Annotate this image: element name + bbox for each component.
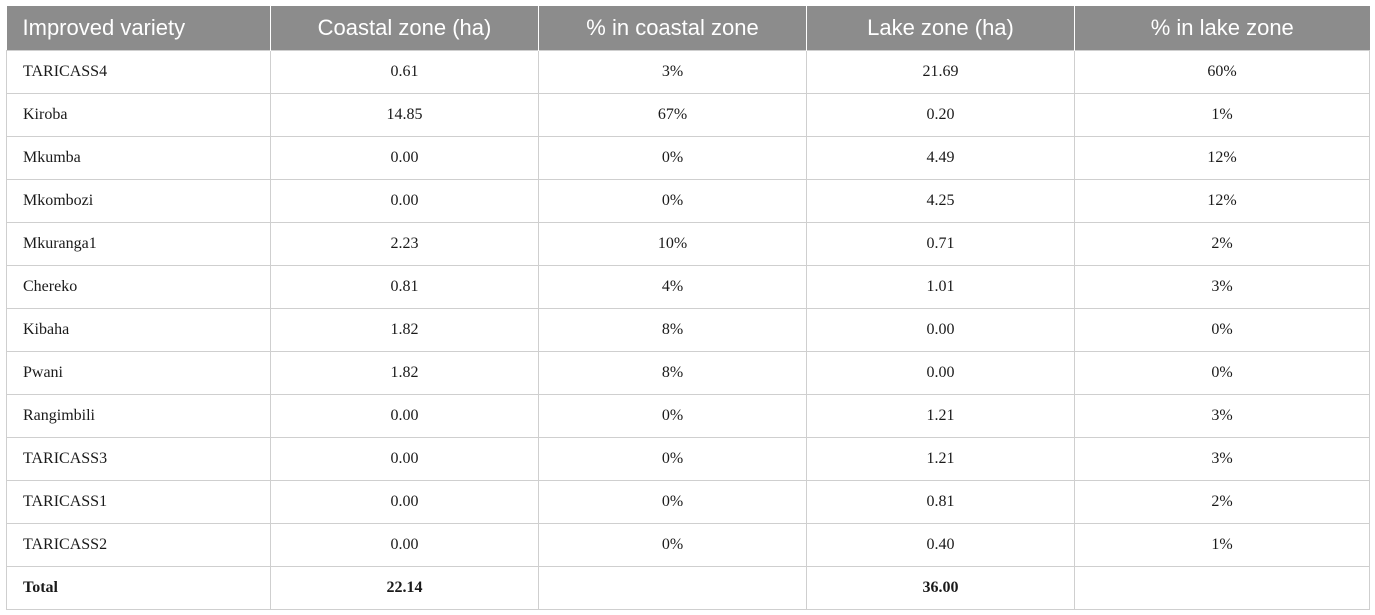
table-row: Kibaha 1.82 8% 0.00 0% [6,307,1370,352]
header-lake-zone-ha: Lake zone (ha) [806,6,1075,50]
cell-coastal-ha: 0.00 [270,436,539,481]
cell-lake-pct: 3% [1074,264,1370,309]
cell-coastal-ha: 0.00 [270,479,539,524]
cell-coastal-ha: 0.00 [270,135,539,180]
total-coastal-ha: 22.14 [270,565,539,610]
cell-variety: Pwani [6,350,271,395]
total-row: Total 22.14 36.00 [6,565,1370,610]
cell-coastal-ha: 0.81 [270,264,539,309]
header-pct-lake-zone: % in lake zone [1074,6,1370,50]
cell-variety: Rangimbili [6,393,271,438]
cell-coastal-pct: 4% [538,264,807,309]
table-row: Kiroba 14.85 67% 0.20 1% [6,92,1370,137]
table-header: Improved variety Coastal zone (ha) % in … [6,6,1370,50]
cell-lake-ha: 4.25 [806,178,1075,223]
table-row: TARICASS4 0.61 3% 21.69 60% [6,49,1370,94]
cell-lake-pct: 0% [1074,350,1370,395]
table-row: Rangimbili 0.00 0% 1.21 3% [6,393,1370,438]
cell-coastal-pct: 8% [538,350,807,395]
table-row: Chereko 0.81 4% 1.01 3% [6,264,1370,309]
cell-variety: Kiroba [6,92,271,137]
cell-coastal-pct: 3% [538,49,807,94]
cell-coastal-pct: 67% [538,92,807,137]
cell-lake-pct: 60% [1074,49,1370,94]
total-lake-ha: 36.00 [806,565,1075,610]
table-row: TARICASS1 0.00 0% 0.81 2% [6,479,1370,524]
cell-coastal-pct: 0% [538,436,807,481]
varieties-table: Improved variety Coastal zone (ha) % in … [6,6,1370,610]
cell-coastal-ha: 1.82 [270,307,539,352]
cell-lake-ha: 1.21 [806,436,1075,481]
cell-coastal-pct: 0% [538,393,807,438]
cell-lake-pct: 2% [1074,221,1370,266]
cell-variety: Chereko [6,264,271,309]
cell-variety: Mkumba [6,135,271,180]
cell-coastal-ha: 0.00 [270,522,539,567]
header-improved-variety: Improved variety [22,14,186,40]
cell-coastal-ha: 1.82 [270,350,539,395]
cell-coastal-pct: 10% [538,221,807,266]
table-body: TARICASS4 0.61 3% 21.69 60% Kiroba 14.85… [6,49,1370,610]
cell-lake-pct: 2% [1074,479,1370,524]
cell-coastal-ha: 14.85 [270,92,539,137]
cell-lake-ha: 1.21 [806,393,1075,438]
cell-lake-ha: 0.00 [806,307,1075,352]
cell-variety: TARICASS1 [6,479,271,524]
total-lake-pct [1074,565,1370,610]
header-coastal-zone-ha: Coastal zone (ha) [270,6,539,50]
cell-variety: Mkuranga1 [6,221,271,266]
cell-coastal-pct: 0% [538,522,807,567]
cell-lake-ha: 1.01 [806,264,1075,309]
cell-lake-pct: 3% [1074,436,1370,481]
cell-lake-ha: 4.49 [806,135,1075,180]
header-row: Improved variety Coastal zone (ha) % in … [6,6,1370,50]
cell-lake-pct: 0% [1074,307,1370,352]
cell-coastal-pct: 8% [538,307,807,352]
cell-variety: Mkombozi [6,178,271,223]
total-coastal-pct [538,565,807,610]
cell-coastal-ha: 0.61 [270,49,539,94]
cell-coastal-ha: 0.00 [270,178,539,223]
cell-variety: TARICASS2 [6,522,271,567]
cell-lake-ha: 21.69 [806,49,1075,94]
cell-lake-ha: 0.00 [806,350,1075,395]
cell-coastal-pct: 0% [538,178,807,223]
table-row: Pwani 1.82 8% 0.00 0% [6,350,1370,395]
cell-coastal-ha: 0.00 [270,393,539,438]
cell-lake-ha: 0.71 [806,221,1075,266]
table-row: Mkuranga1 2.23 10% 0.71 2% [6,221,1370,266]
cell-lake-ha: 0.40 [806,522,1075,567]
cell-coastal-pct: 0% [538,135,807,180]
cell-lake-ha: 0.81 [806,479,1075,524]
table-row: Mkombozi 0.00 0% 4.25 12% [6,178,1370,223]
cell-lake-ha: 0.20 [806,92,1075,137]
cell-coastal-pct: 0% [538,479,807,524]
header-pct-coastal-zone: % in coastal zone [538,6,807,50]
table-row: TARICASS2 0.00 0% 0.40 1% [6,522,1370,567]
cell-lake-pct: 3% [1074,393,1370,438]
cell-lake-pct: 12% [1074,135,1370,180]
cell-lake-pct: 1% [1074,522,1370,567]
cell-coastal-ha: 2.23 [270,221,539,266]
cell-lake-pct: 1% [1074,92,1370,137]
table-row: TARICASS3 0.00 0% 1.21 3% [6,436,1370,481]
cell-variety: Kibaha [6,307,271,352]
cell-variety: TARICASS4 [6,49,271,94]
cell-lake-pct: 12% [1074,178,1370,223]
cell-variety: TARICASS3 [6,436,271,481]
table-row: Mkumba 0.00 0% 4.49 12% [6,135,1370,180]
total-label: Total [6,565,271,610]
